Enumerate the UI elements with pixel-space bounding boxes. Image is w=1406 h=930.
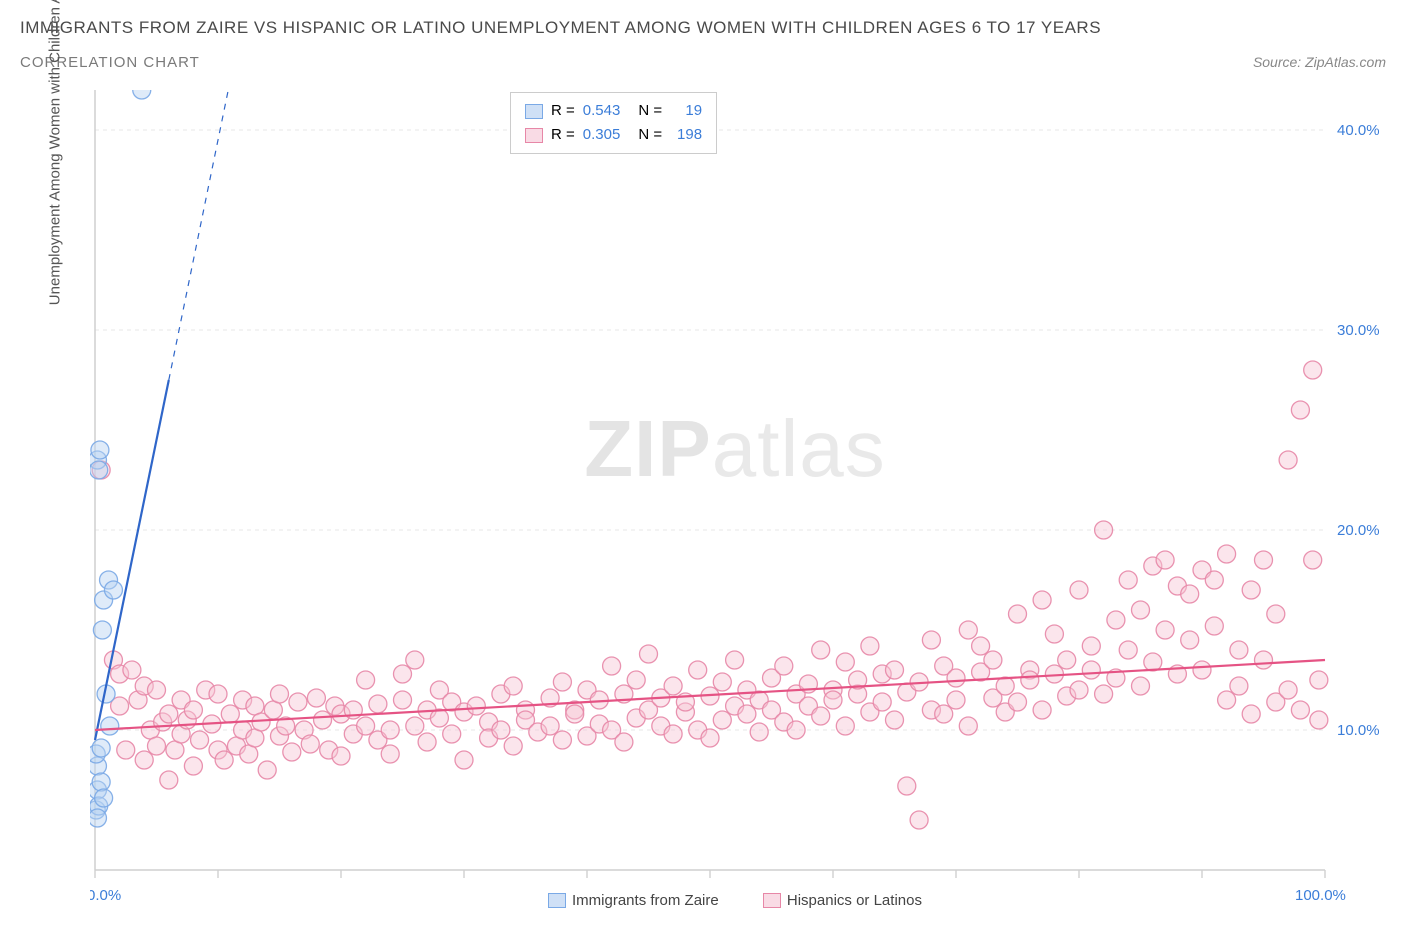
bottom-legend-label-blue: Immigrants from Zaire [572, 892, 719, 909]
n-value-pink: 198 [670, 123, 702, 147]
chart-header: IMMIGRANTS FROM ZAIRE VS HISPANIC OR LAT… [0, 0, 1406, 71]
svg-text:20.0%: 20.0% [1337, 522, 1380, 539]
r-label: R = [551, 99, 575, 123]
y-axis-label: Unemployment Among Women with Children A… [47, 0, 64, 305]
n-value-blue: 19 [670, 99, 702, 123]
legend-swatch-blue [525, 104, 543, 119]
legend-swatch-pink [763, 893, 781, 908]
n-label: N = [638, 123, 662, 147]
r-value-blue: 0.543 [583, 99, 621, 123]
r-label: R = [551, 123, 575, 147]
legend-row-pink: R = 0.305 N = 198 [525, 123, 702, 147]
bottom-legend-label-pink: Hispanics or Latinos [787, 892, 922, 909]
bottom-legend: Immigrants from Zaire Hispanics or Latin… [90, 892, 1380, 912]
legend-row-blue: R = 0.543 N = 19 [525, 99, 702, 123]
scatter-plot: 10.0%20.0%30.0%40.0%0.0%100.0% ZIPatlas … [90, 90, 1380, 870]
svg-text:40.0%: 40.0% [1337, 122, 1380, 139]
bottom-legend-item-blue: Immigrants from Zaire [548, 892, 719, 909]
legend-swatch-pink [525, 128, 543, 143]
svg-text:10.0%: 10.0% [1337, 722, 1380, 739]
r-value-pink: 0.305 [583, 123, 621, 147]
chart-area: Unemployment Among Women with Children A… [60, 90, 1380, 870]
subtitle-row: CORRELATION CHART Source: ZipAtlas.com [20, 54, 1386, 71]
source-attribution: Source: ZipAtlas.com [1253, 54, 1386, 70]
legend-swatch-blue [548, 893, 566, 908]
n-label: N = [638, 99, 662, 123]
svg-text:30.0%: 30.0% [1337, 322, 1380, 339]
stats-legend: R = 0.543 N = 19 R = 0.305 N = 198 [510, 92, 717, 154]
bottom-legend-item-pink: Hispanics or Latinos [763, 892, 922, 909]
chart-title: IMMIGRANTS FROM ZAIRE VS HISPANIC OR LAT… [20, 18, 1386, 38]
plot-svg: 10.0%20.0%30.0%40.0%0.0%100.0% [90, 90, 1380, 910]
